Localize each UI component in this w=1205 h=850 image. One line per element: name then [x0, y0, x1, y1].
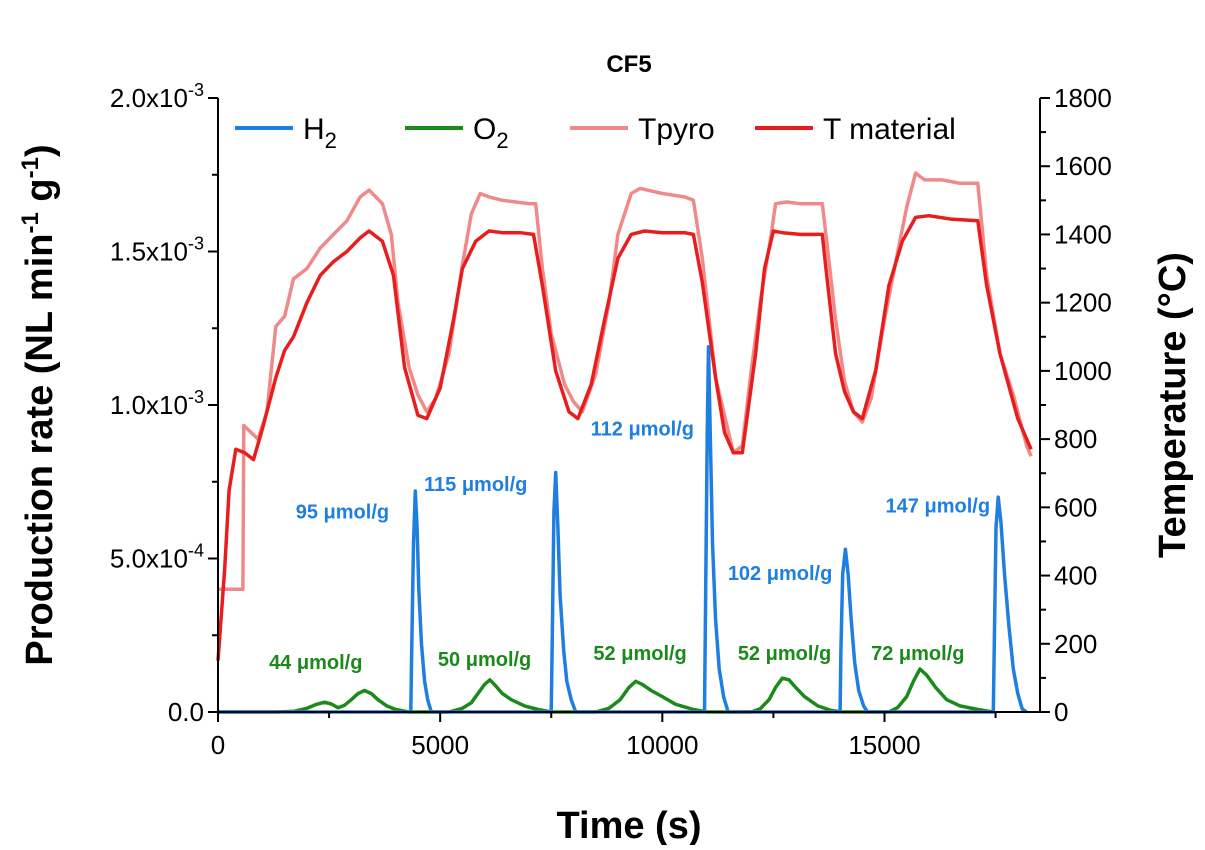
y-tick-label: 0.0	[168, 697, 204, 727]
legend-label: T material	[823, 113, 956, 146]
annotation-label: 147 μmol/g	[886, 495, 991, 517]
annotation-label: 52 μmol/g	[738, 643, 831, 665]
legend-label: H2	[303, 113, 337, 153]
y-tick-label: 1.0x10-3	[110, 387, 204, 420]
legend-label: O2	[473, 113, 509, 153]
chart-title: CF5	[606, 51, 651, 78]
legend: H2 O2 Tpyro T material	[235, 113, 956, 153]
y2-tick-label: 400	[1054, 561, 1097, 591]
y2-tick-label: 0	[1054, 697, 1068, 727]
series-line-tpyro	[218, 171, 1033, 591]
y2-tick-label: 800	[1054, 424, 1097, 454]
y2-tick-label: 200	[1054, 629, 1097, 659]
annotation-label: 52 μmol/g	[593, 643, 686, 665]
x-tick-label: 15000	[848, 730, 920, 760]
x-axis-title: Time (s)	[556, 805, 701, 845]
y-tick-label: 1.5x10-3	[110, 234, 204, 267]
axes-layer: 0 5000 10000 150000.05.0x10-41.0x10-31.5x10…	[110, 80, 1112, 760]
annotation-label: 102 μmol/g	[728, 563, 833, 585]
annotation-label: 50 μmol/g	[438, 649, 531, 671]
x-tick-label: 5000	[411, 730, 469, 760]
y2-tick-label: 1200	[1054, 288, 1112, 318]
annotation-label: 95 μmol/g	[296, 502, 389, 524]
annotation-label: 72 μmol/g	[871, 643, 964, 665]
series-line-o2	[218, 667, 994, 714]
x-tick-label: 0	[211, 730, 225, 760]
y2-tick-label: 1400	[1054, 219, 1112, 249]
annotation-label: 115 μmol/g	[424, 474, 527, 496]
y2-tick-label: 1800	[1054, 83, 1112, 113]
series-line-t-material	[216, 213, 1033, 661]
y2-tick-label: 600	[1054, 492, 1097, 522]
y-axis-title: Production rate (NL min-1 g-1)	[17, 144, 61, 665]
y2-tick-label: 1600	[1054, 151, 1112, 181]
legend-label: Tpyro	[638, 113, 715, 146]
y-tick-label: 2.0x10-3	[110, 80, 204, 113]
series-line-h2	[218, 344, 1028, 714]
x-tick-label: 10000	[626, 730, 698, 760]
y2-tick-label: 1000	[1054, 356, 1112, 386]
annotation-label: 112 μmol/g	[591, 419, 694, 441]
y2-axis-title: Temperature (°C)	[1152, 252, 1194, 558]
y-tick-label: 5.0x10-4	[110, 541, 204, 574]
annotation-label: 44 μmol/g	[269, 652, 362, 674]
annotation-layer: 95 μmol/g 115 μmol/g 112 μmol/g 102 μmol/g 1…	[269, 419, 990, 674]
series-layer	[216, 171, 1033, 714]
